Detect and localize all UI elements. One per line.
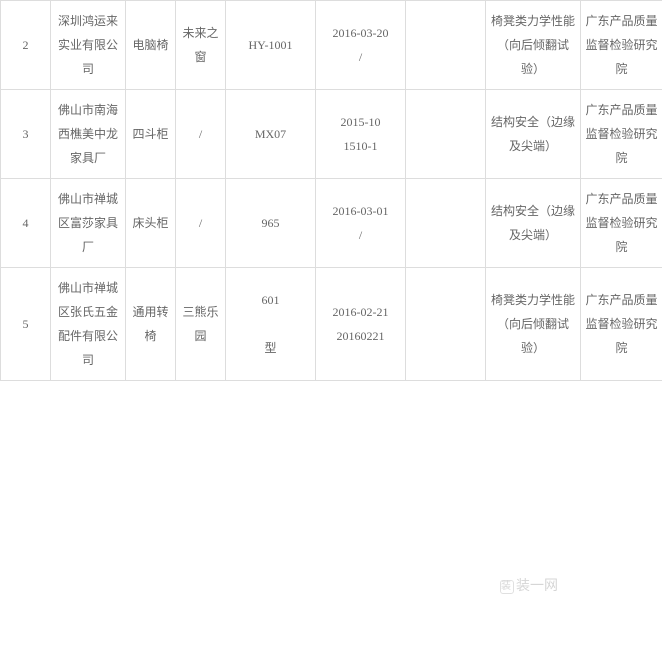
cell-index: 4 [1,179,51,268]
table-row: 2 深圳鸿运来实业有限公司 电脑椅 未来之窗 HY-1001 2016-03-2… [1,1,662,90]
table-row: 4 佛山市禅城区富莎家具厂 床头柜 / 965 2016-03-01/ 结构安全… [1,179,662,268]
cell-index: 3 [1,90,51,179]
cell-date-batch: 2016-03-01/ [316,179,406,268]
table-body: 2 深圳鸿运来实业有限公司 电脑椅 未来之窗 HY-1001 2016-03-2… [1,1,662,381]
cell-index: 5 [1,268,51,381]
cell-model: 601 型 [226,268,316,381]
cell-brand: 未来之窗 [176,1,226,90]
cell-product: 床头柜 [126,179,176,268]
cell-brand: / [176,179,226,268]
cell-product: 电脑椅 [126,1,176,90]
cell-issue: 椅凳类力学性能（向后倾翻试验） [486,1,581,90]
cell-inspector: 广东产品质量监督检验研究院 [581,179,662,268]
cell-company: 佛山市禅城区富莎家具厂 [51,179,126,268]
cell-issue: 结构安全（边缘及尖端） [486,179,581,268]
watermark-logo-icon: 装 [500,580,514,594]
cell-brand: 三熊乐园 [176,268,226,381]
cell-company: 佛山市禅城区张氏五金配件有限公司 [51,268,126,381]
inspection-results-table: 2 深圳鸿运来实业有限公司 电脑椅 未来之窗 HY-1001 2016-03-2… [0,0,662,381]
cell-extra [406,179,486,268]
watermark-text: 装一网 [516,579,558,594]
watermark: 装装一网 [500,575,558,595]
cell-model: MX07 [226,90,316,179]
cell-index: 2 [1,1,51,90]
cell-model: HY-1001 [226,1,316,90]
cell-inspector: 广东产品质量监督检验研究院 [581,1,662,90]
cell-date-batch: 2016-03-20/ [316,1,406,90]
cell-inspector: 广东产品质量监督检验研究院 [581,268,662,381]
cell-extra [406,268,486,381]
cell-extra [406,90,486,179]
cell-brand: / [176,90,226,179]
cell-date-batch: 2016-02-2120160221 [316,268,406,381]
cell-product: 四斗柜 [126,90,176,179]
cell-company: 深圳鸿运来实业有限公司 [51,1,126,90]
cell-model: 965 [226,179,316,268]
cell-product: 通用转椅 [126,268,176,381]
table-row: 3 佛山市南海西樵美中龙家具厂 四斗柜 / MX07 2015-101510-1… [1,90,662,179]
cell-issue: 椅凳类力学性能（向后倾翻试验） [486,268,581,381]
cell-extra [406,1,486,90]
cell-inspector: 广东产品质量监督检验研究院 [581,90,662,179]
cell-date-batch: 2015-101510-1 [316,90,406,179]
cell-issue: 结构安全（边缘及尖端） [486,90,581,179]
table-row: 5 佛山市禅城区张氏五金配件有限公司 通用转椅 三熊乐园 601 型 2016-… [1,268,662,381]
cell-company: 佛山市南海西樵美中龙家具厂 [51,90,126,179]
